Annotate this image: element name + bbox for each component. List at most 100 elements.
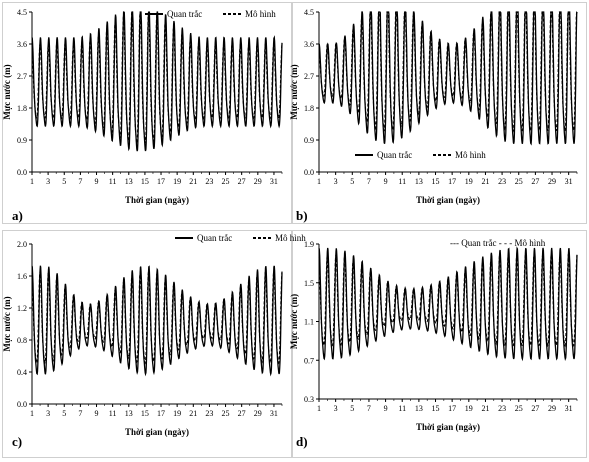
x-tick-label: 31 <box>565 177 573 186</box>
y-tick-label: 1.8 <box>304 104 314 113</box>
x-tick-label: 13 <box>415 177 423 186</box>
legend-label-quan-trac: Quan trắc <box>377 150 412 160</box>
panel-label-c: c) <box>12 434 23 449</box>
x-tick-label: 21 <box>189 409 197 418</box>
y-tick-label: 1.9 <box>304 240 314 249</box>
y-tick-label: 4.5 <box>17 8 27 17</box>
x-tick-label: 3 <box>46 177 50 186</box>
y-tick-label: 3.6 <box>17 40 27 49</box>
x-tick-label: 1 <box>317 177 321 186</box>
x-tick-label: 17 <box>157 409 165 418</box>
x-axis-label: Thời gian (ngày) <box>416 422 480 432</box>
series-line-quan-trac <box>318 11 578 146</box>
legend-label-quan-trac: Quan trắc <box>167 9 202 19</box>
x-tick-label: 15 <box>432 404 440 413</box>
x-tick-label: 21 <box>481 177 489 186</box>
y-tick-label: 0.8 <box>17 336 27 345</box>
x-tick-label: 25 <box>222 177 230 186</box>
x-tick-label: 1 <box>30 409 34 418</box>
panel-label-d: d) <box>296 434 308 449</box>
y-tick-label: 0.0 <box>17 168 27 177</box>
x-axis-label: Thời gian (ngày) <box>416 195 480 205</box>
x-tick-label: 17 <box>448 177 456 186</box>
y-axis-label: Mực nước (m) <box>289 64 299 119</box>
x-tick-label: 15 <box>141 177 149 186</box>
x-tick-label: 5 <box>62 177 66 186</box>
series-line-quan-trac <box>31 265 283 377</box>
y-tick-label: 1.8 <box>17 104 27 113</box>
series-line-quan-trac <box>318 246 578 362</box>
panel-label-a: a) <box>12 208 23 223</box>
x-tick-label: 19 <box>173 409 181 418</box>
x-tick-label: 3 <box>46 409 50 418</box>
x-tick-label: 7 <box>78 177 82 186</box>
y-tick-label: 0.4 <box>17 368 27 377</box>
x-tick-label: 5 <box>62 409 66 418</box>
x-tick-label: 13 <box>125 177 133 186</box>
x-tick-label: 23 <box>205 177 213 186</box>
legend-label-mo-hinh: Mô hình <box>455 150 486 160</box>
x-tick-label: 1 <box>30 177 34 186</box>
x-tick-label: 13 <box>125 409 133 418</box>
x-tick-label: 31 <box>270 177 278 186</box>
legend-label-mo-hinh: Mô hình <box>245 9 276 19</box>
x-tick-label: 11 <box>109 177 117 186</box>
x-tick-label: 25 <box>222 409 230 418</box>
x-tick-label: 9 <box>95 177 99 186</box>
y-tick-label: 0.7 <box>304 356 314 365</box>
x-tick-label: 3 <box>334 177 338 186</box>
y-tick-label: 0.0 <box>17 400 27 409</box>
x-tick-label: 21 <box>481 404 489 413</box>
panel-label-b: b) <box>296 208 308 223</box>
x-tick-label: 13 <box>415 404 423 413</box>
y-tick-label: 1.5 <box>304 279 314 288</box>
x-axis-label: Thời gian (ngày) <box>125 195 189 205</box>
x-tick-label: 11 <box>398 404 406 413</box>
x-tick-label: 15 <box>432 177 440 186</box>
x-tick-label: 17 <box>448 404 456 413</box>
x-tick-label: 31 <box>565 404 573 413</box>
x-tick-label: 5 <box>350 404 354 413</box>
y-tick-label: 2.7 <box>17 72 27 81</box>
x-tick-label: 15 <box>141 409 149 418</box>
y-tick-label: 0.9 <box>17 136 27 145</box>
x-tick-label: 1 <box>317 404 321 413</box>
x-tick-label: 21 <box>189 177 197 186</box>
x-axis-label: Thời gian (ngày) <box>125 427 189 437</box>
x-tick-label: 29 <box>254 409 262 418</box>
x-tick-label: 27 <box>238 177 246 186</box>
x-tick-label: 27 <box>531 404 539 413</box>
series-line-mo-hinh <box>318 253 578 348</box>
x-tick-label: 7 <box>78 409 82 418</box>
y-tick-label: 2.0 <box>17 240 27 249</box>
y-axis-label: Mực nước (m) <box>289 294 299 349</box>
x-tick-label: 29 <box>254 177 262 186</box>
x-tick-label: 31 <box>270 409 278 418</box>
y-axis-label: Mực nước (m) <box>2 64 12 119</box>
x-tick-label: 11 <box>109 409 117 418</box>
y-tick-label: 3.6 <box>304 40 314 49</box>
series-line-quan-trac <box>31 11 283 152</box>
x-tick-label: 19 <box>173 177 181 186</box>
y-tick-label: 0.9 <box>304 136 314 145</box>
y-tick-label: 0.0 <box>304 168 314 177</box>
x-tick-label: 23 <box>498 404 506 413</box>
y-tick-label: 1.1 <box>304 318 314 327</box>
x-tick-label: 27 <box>531 177 539 186</box>
x-tick-label: 23 <box>205 409 213 418</box>
x-tick-label: 23 <box>498 177 506 186</box>
x-tick-label: 25 <box>515 177 523 186</box>
x-tick-label: 27 <box>238 409 246 418</box>
legend-label-quan-trac: Quan trắc <box>197 233 232 243</box>
x-tick-label: 19 <box>465 404 473 413</box>
legend-label-mo-hinh: Mô hình <box>275 233 306 243</box>
y-tick-label: 0.3 <box>304 395 314 404</box>
x-tick-label: 7 <box>367 404 371 413</box>
x-tick-label: 25 <box>515 404 523 413</box>
x-tick-label: 7 <box>367 177 371 186</box>
x-tick-label: 29 <box>548 404 556 413</box>
x-tick-label: 17 <box>157 177 165 186</box>
legend-text: --- Quan trắc - - - Mô hình <box>450 238 546 248</box>
y-tick-label: 4.5 <box>304 8 314 17</box>
